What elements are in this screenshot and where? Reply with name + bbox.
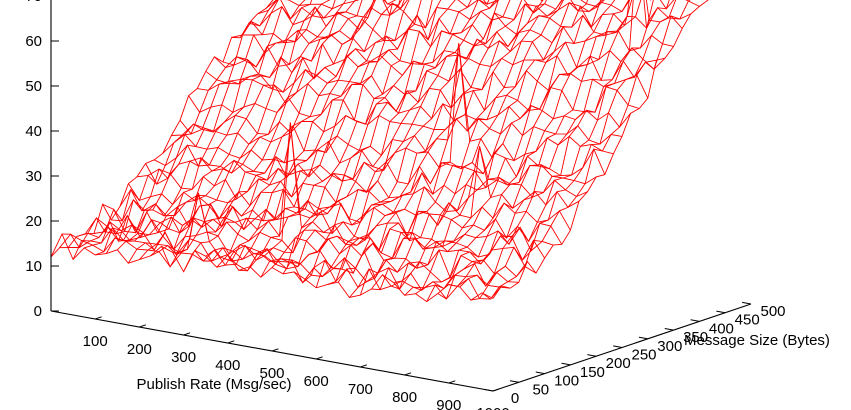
x-tick-mark <box>404 372 412 376</box>
mesh-line-y <box>481 0 691 300</box>
y-tick-mark <box>716 310 726 314</box>
mesh-line-y <box>327 0 544 286</box>
z-tick-label: 60 <box>25 33 42 50</box>
y-tick-label: 400 <box>709 320 734 337</box>
y-tick-mark <box>484 388 494 392</box>
y-tick-label: 300 <box>657 338 682 355</box>
y-tick-label: 450 <box>735 312 760 329</box>
x-tick-label: 200 <box>127 341 152 358</box>
mesh-line-y <box>371 0 588 291</box>
mesh-line-y <box>50 0 274 258</box>
mesh-line-y <box>105 0 331 254</box>
x-tick-mark <box>271 348 279 352</box>
mesh-line-y <box>404 0 616 296</box>
mesh-line-y <box>337 0 547 283</box>
mesh-line-y <box>459 0 670 288</box>
mesh-line-y <box>194 0 405 262</box>
y-tick-label: 250 <box>631 347 656 364</box>
x-tick-label: 1000 <box>476 405 509 410</box>
mesh-line-y <box>393 0 604 284</box>
x-tick-label: 400 <box>215 357 240 374</box>
mesh-line-y <box>492 0 709 299</box>
y-tick-mark <box>638 336 648 340</box>
mesh-line-y <box>260 0 472 278</box>
mesh-line-x <box>188 95 631 128</box>
mesh-line-y <box>95 0 313 256</box>
x-tick-label: 800 <box>392 389 417 406</box>
mesh-line-y <box>448 0 654 287</box>
mesh-line-y <box>183 0 401 272</box>
x-tick-mark <box>95 316 102 320</box>
mesh-line-y <box>84 0 306 249</box>
mesh-line-y <box>227 0 433 265</box>
x-tick-mark <box>448 380 456 384</box>
mesh-line-y <box>116 0 336 251</box>
mesh-line-y <box>382 0 602 290</box>
y-tick-label: 350 <box>683 329 708 346</box>
x-tick-label: 100 <box>83 333 108 350</box>
x-tick-mark <box>360 364 368 368</box>
mesh-line-y <box>216 0 422 268</box>
x-tick-label: 600 <box>304 373 329 390</box>
mesh-line-y <box>359 0 564 296</box>
z-tick-label: 50 <box>25 78 42 95</box>
mesh-line-x <box>128 183 571 231</box>
mesh-line-y <box>349 0 563 298</box>
mesh-line-y <box>249 0 456 267</box>
mesh-line-y <box>271 0 490 268</box>
z-tick-label: 0 <box>34 303 42 320</box>
mesh-line-x <box>179 114 623 145</box>
mesh-line-y <box>315 0 523 288</box>
y-tick-mark <box>690 319 700 322</box>
x-tick-mark <box>139 324 147 328</box>
x-tick-label: 900 <box>436 397 461 410</box>
x-tick-mark <box>227 340 235 344</box>
x-tick-label: 500 <box>259 365 284 382</box>
mesh-line-y <box>172 0 397 254</box>
y-tick-mark <box>561 362 571 366</box>
x-tick-label: 300 <box>171 349 196 366</box>
x-axis-label: Publish Rate (Msg/sec) <box>136 376 291 393</box>
y-tick-mark <box>742 301 752 305</box>
mesh-line-y <box>437 0 642 300</box>
mesh-line-y <box>61 0 278 249</box>
y-tick-label: 100 <box>554 373 579 390</box>
y-tick-label: 200 <box>606 355 631 372</box>
y-axis-label: Message Size (Bytes) <box>684 332 830 349</box>
mesh-line-y <box>470 0 677 301</box>
y-tick-label: 500 <box>760 303 785 320</box>
mesh-line-y <box>161 0 375 268</box>
z-tick-label: 30 <box>25 168 42 185</box>
mesh-line-y <box>72 0 289 260</box>
mesh-line-y <box>139 0 360 260</box>
mesh-line-x <box>50 233 494 303</box>
y-tick-mark <box>587 354 597 357</box>
y-tick-label: 0 <box>511 390 519 407</box>
mesh-line-y <box>238 0 442 272</box>
z-tick-label: 70 <box>25 0 42 5</box>
x-tick-label: 700 <box>348 381 373 398</box>
z-tick-label: 40 <box>25 123 42 140</box>
mesh-line-y <box>426 0 651 302</box>
y-tick-label: 50 <box>532 381 549 398</box>
y-tick-mark <box>613 345 623 348</box>
y-tick-mark <box>664 328 674 331</box>
tick-labels: 1002003004005006007008009001000050100150… <box>25 0 785 410</box>
y-tick-label: 150 <box>580 364 605 381</box>
surface-mesh <box>50 0 709 303</box>
mesh-line-y <box>205 0 410 262</box>
mesh-line-y <box>415 0 630 295</box>
z-tick-label: 10 <box>25 258 42 275</box>
x-tick-mark <box>316 356 323 360</box>
y-tick-mark <box>535 371 545 375</box>
mesh-line-y <box>127 0 347 264</box>
x-tick-mark <box>183 332 191 336</box>
y-tick-mark <box>509 380 519 383</box>
z-tick-label: 20 <box>25 213 42 230</box>
mesh-line-y <box>304 0 511 280</box>
mesh-line-y <box>293 0 499 284</box>
x-tick-mark <box>492 388 500 392</box>
